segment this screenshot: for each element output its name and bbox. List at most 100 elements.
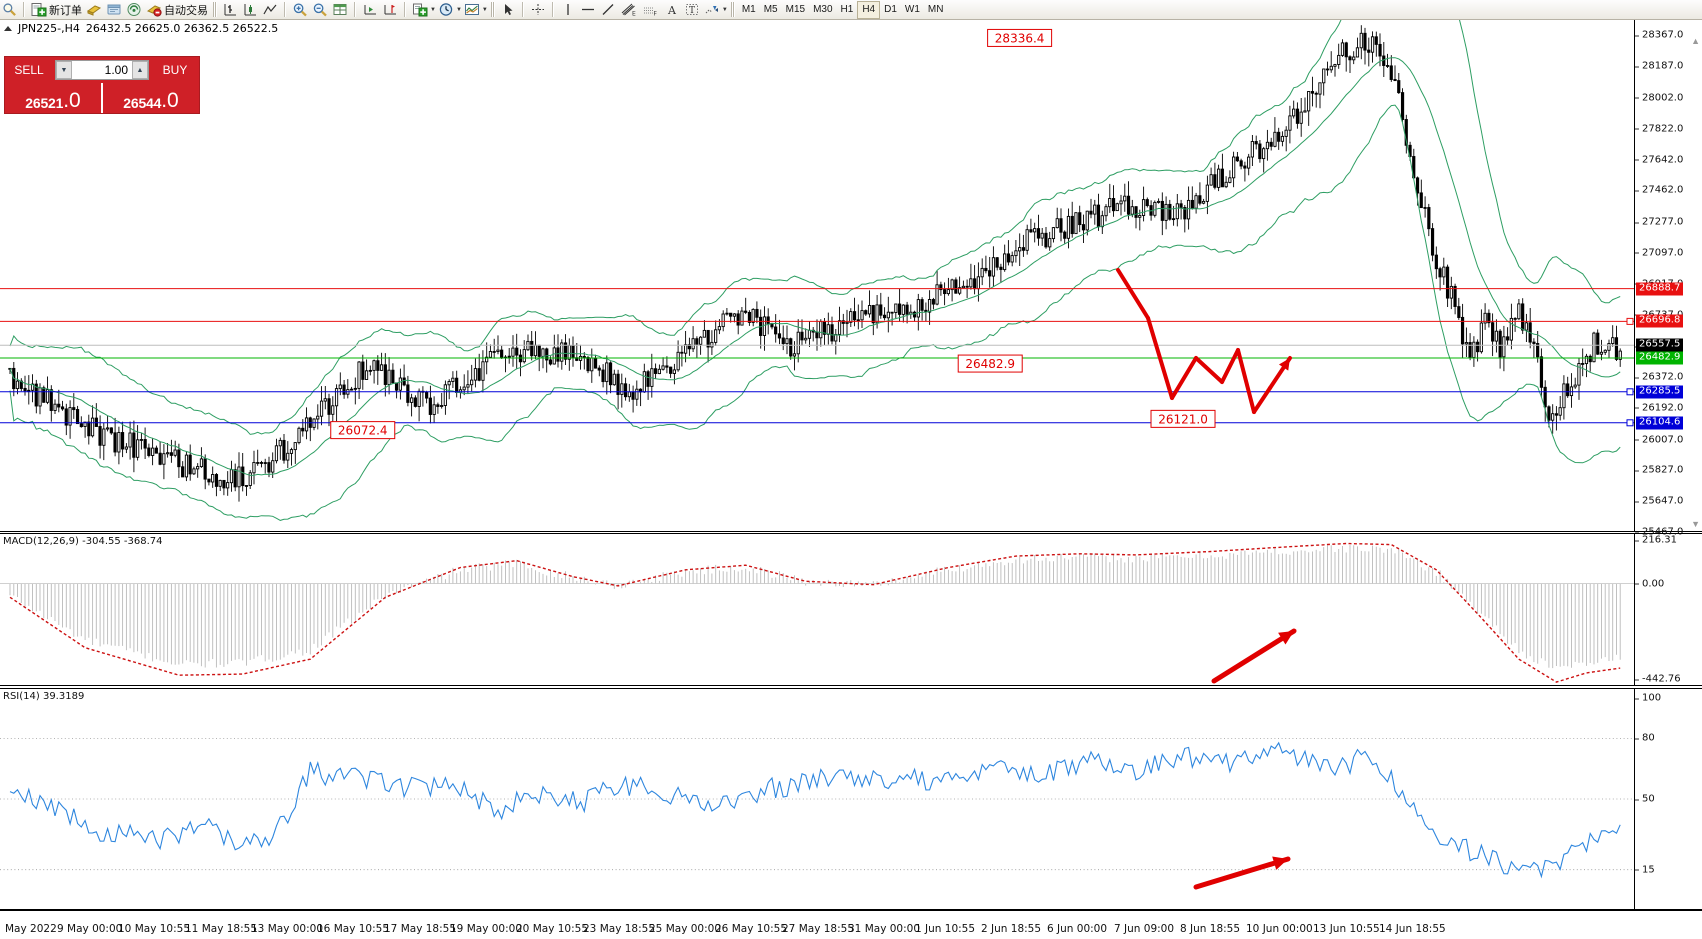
auto-trading-label: 自动交易 bbox=[164, 3, 208, 17]
trendline-icon[interactable] bbox=[598, 1, 618, 19]
sell-button[interactable]: SELL bbox=[14, 63, 44, 77]
time-tick-label: 10 Jun 00:00 bbox=[1246, 923, 1313, 935]
search-icon[interactable] bbox=[0, 1, 19, 19]
rsi-tick: 15 bbox=[1635, 864, 1655, 875]
price-tick: 25647.0 bbox=[1635, 496, 1683, 507]
toolbar-grip-3[interactable] bbox=[730, 2, 735, 17]
grid-icon[interactable] bbox=[330, 1, 350, 19]
price-tick: 25827.0 bbox=[1635, 465, 1683, 476]
timeframe-m5[interactable]: M5 bbox=[760, 1, 782, 19]
periods-icon[interactable] bbox=[436, 1, 456, 19]
periods-dropdown-arrow[interactable]: ▼ bbox=[455, 6, 462, 13]
timeframe-h1[interactable]: H1 bbox=[837, 1, 858, 19]
price-chart-pane[interactable]: 28336.4 26482.9 26072.4 26121.0 28367.0 2818… bbox=[0, 20, 1702, 538]
time-tick-label: 1 Jun 10:55 bbox=[915, 923, 976, 935]
templates-dropdown-arrow[interactable]: ▼ bbox=[481, 6, 488, 13]
price-axis[interactable]: 28367.0 28187.0 28002.0 27822.0 27642.0 27462… bbox=[1634, 20, 1702, 538]
navigator-icon[interactable] bbox=[124, 1, 144, 19]
timeframe-m30[interactable]: M30 bbox=[809, 1, 836, 19]
price-level-tag[interactable]: 26696.8 bbox=[1636, 314, 1684, 328]
time-tick-label: 17 May 18:55 bbox=[384, 923, 457, 935]
price-level-tag[interactable]: 26482.9 bbox=[1636, 351, 1684, 365]
buy-button[interactable]: BUY bbox=[162, 63, 188, 77]
tf-label: D1 bbox=[884, 4, 897, 15]
price-tick: 26192.0 bbox=[1635, 402, 1683, 413]
price-level-tag[interactable]: 26104.6 bbox=[1636, 416, 1684, 430]
price-divider bbox=[101, 83, 103, 113]
templates-icon[interactable] bbox=[462, 1, 482, 19]
shapes-dropdown-arrow[interactable]: ▼ bbox=[721, 6, 728, 13]
sell-price[interactable]: 26521 .0 bbox=[5, 83, 101, 113]
rsi-indicator-pane[interactable]: RSI(14) 39.3189 100 80 50 15 bbox=[0, 688, 1702, 910]
time-tick-label: 16 May 10:55 bbox=[317, 923, 390, 935]
macd-plot-area[interactable] bbox=[0, 534, 1634, 685]
bar-chart-icon[interactable] bbox=[220, 1, 240, 19]
rsi-axis[interactable]: 100 80 50 15 bbox=[1634, 689, 1702, 909]
time-tick-label: 6 Jun 00:00 bbox=[1047, 923, 1108, 935]
svg-text:F: F bbox=[653, 11, 657, 18]
toolbar-separator-3 bbox=[354, 2, 356, 17]
rsi-tick: 100 bbox=[1635, 693, 1661, 704]
timeframe-m15[interactable]: M15 bbox=[782, 1, 809, 19]
text-label-icon[interactable]: T bbox=[682, 1, 702, 19]
market-watch-icon[interactable] bbox=[84, 1, 104, 19]
data-window-icon[interactable] bbox=[104, 1, 124, 19]
fibonacci-icon[interactable]: E bbox=[618, 1, 640, 19]
auto-scroll-icon[interactable] bbox=[360, 1, 380, 19]
toolbar-grip[interactable] bbox=[213, 2, 217, 17]
shapes-icon[interactable] bbox=[702, 1, 722, 19]
macd-axis[interactable]: 216.31 0.00 -442.76 bbox=[1634, 534, 1702, 685]
time-tick-label: 2 Jun 18:55 bbox=[981, 923, 1042, 935]
zoom-in-icon[interactable] bbox=[290, 1, 310, 19]
tf-label: M30 bbox=[813, 4, 833, 15]
rsi-tick: 50 bbox=[1635, 794, 1655, 805]
svg-text:T: T bbox=[689, 6, 695, 16]
buy-price-decimal: .0 bbox=[161, 89, 179, 113]
macd-indicator-pane[interactable]: MACD(12,26,9) -304.55 -368.74 216.31 0.00… bbox=[0, 533, 1702, 686]
crosshair-icon[interactable] bbox=[528, 1, 548, 19]
indicators-icon[interactable] bbox=[410, 1, 430, 19]
volume-stepper[interactable]: ▼ 1.00 ▲ bbox=[55, 60, 149, 80]
price-level-tag[interactable]: 26285.5 bbox=[1636, 385, 1684, 399]
svg-text:A: A bbox=[667, 4, 677, 17]
collapse-triangle-icon[interactable] bbox=[4, 25, 12, 31]
price-tick: 28187.0 bbox=[1635, 61, 1683, 72]
time-tick-label: 23 May 18:55 bbox=[583, 923, 656, 935]
time-tick-label: 25 May 00:00 bbox=[649, 923, 722, 935]
price-level-tag[interactable]: 26557.5 bbox=[1636, 338, 1684, 352]
line-chart-icon[interactable] bbox=[260, 1, 280, 19]
time-axis[interactable]: May 2022 9 May 00:00 10 May 10:55 11 May 18… bbox=[0, 910, 1702, 939]
zoom-out-icon[interactable] bbox=[310, 1, 330, 19]
indicators-dropdown-arrow[interactable]: ▼ bbox=[430, 6, 436, 13]
new-order-button[interactable]: 新订单 bbox=[29, 1, 84, 19]
toolbar-grip-2[interactable] bbox=[490, 2, 495, 17]
auto-trading-button[interactable]: 自动交易 bbox=[144, 1, 210, 19]
text-icon[interactable]: A bbox=[662, 1, 682, 19]
cursor-icon[interactable] bbox=[498, 1, 518, 19]
timeframe-m1[interactable]: M1 bbox=[738, 1, 760, 19]
price-tick: 27277.0 bbox=[1635, 217, 1683, 228]
chart-shift-icon[interactable] bbox=[380, 1, 400, 19]
timeframe-d1[interactable]: D1 bbox=[880, 1, 901, 19]
volume-decrement-button[interactable]: ▼ bbox=[56, 61, 72, 79]
price-plot-area[interactable]: 28336.4 26482.9 26072.4 26121.0 bbox=[0, 20, 1634, 531]
rsi-plot-area[interactable] bbox=[0, 689, 1634, 909]
time-tick-label: 7 Jun 09:00 bbox=[1114, 923, 1175, 935]
horizontal-line-icon[interactable] bbox=[578, 1, 598, 19]
equidistant-channel-icon[interactable]: F bbox=[640, 1, 662, 19]
price-tick: 26372.0 bbox=[1635, 372, 1683, 383]
volume-increment-button[interactable]: ▲ bbox=[132, 61, 148, 79]
scroll-up-arrow-icon[interactable]: ▲ bbox=[1691, 36, 1700, 46]
timeframe-w1[interactable]: W1 bbox=[901, 1, 924, 19]
time-tick-label: 10 May 10:55 bbox=[118, 923, 191, 935]
candlestick-chart-icon[interactable] bbox=[240, 1, 260, 19]
price-level-tag[interactable]: 26888.7 bbox=[1636, 282, 1684, 296]
volume-value[interactable]: 1.00 bbox=[104, 63, 128, 77]
timeframe-h4[interactable]: H4 bbox=[857, 0, 881, 19]
one-click-trading-panel[interactable]: SELL ▼ 1.00 ▲ BUY 26521 .0 26544 .0 bbox=[4, 56, 200, 114]
price-tick: 28002.0 bbox=[1635, 92, 1683, 103]
timeframe-mn[interactable]: MN bbox=[924, 1, 948, 19]
scroll-down-arrow-icon[interactable]: ▼ bbox=[1691, 519, 1700, 529]
buy-price[interactable]: 26544 .0 bbox=[103, 83, 199, 113]
vertical-line-icon[interactable] bbox=[558, 1, 578, 19]
